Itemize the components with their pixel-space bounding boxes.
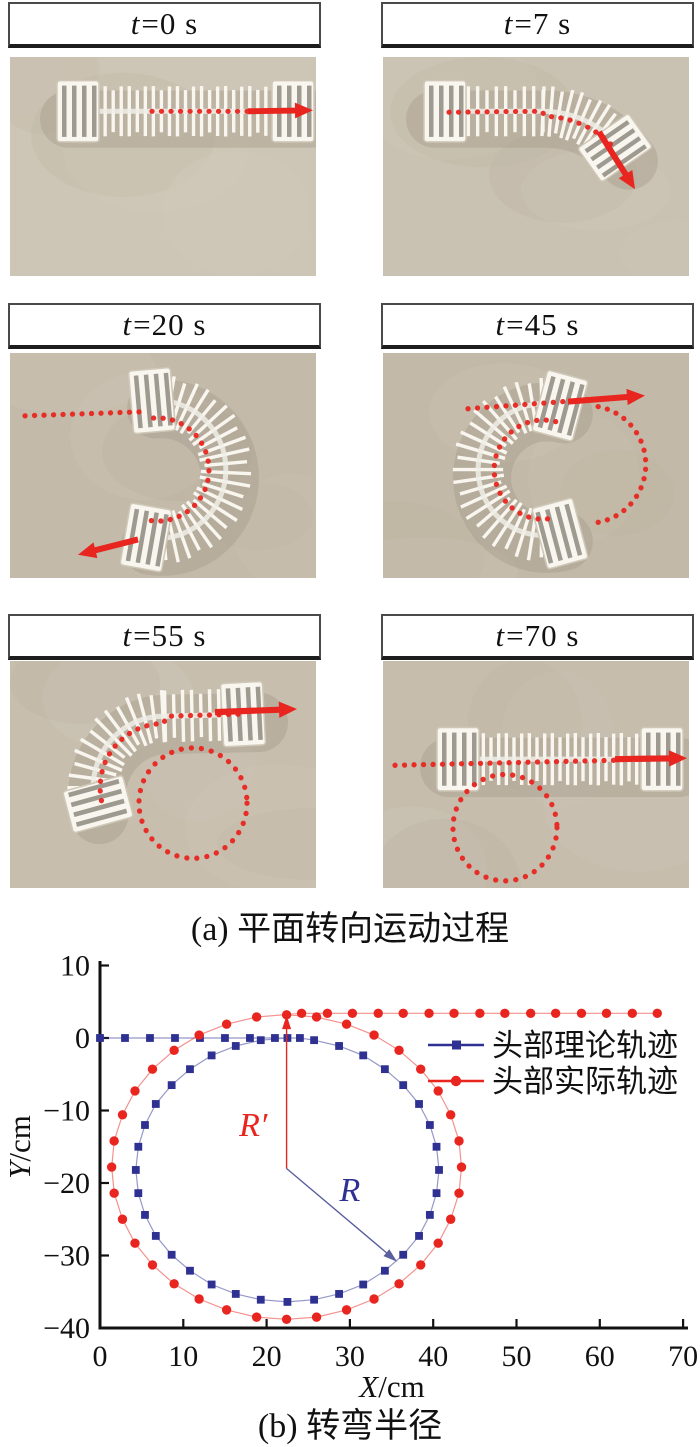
time-symbol: t bbox=[122, 618, 133, 653]
time-value: =55 s bbox=[133, 618, 207, 653]
photo-t45 bbox=[383, 353, 689, 578]
photo-t70 bbox=[383, 661, 689, 888]
svg-text:−20: −20 bbox=[43, 1167, 90, 1200]
svg-text:10: 10 bbox=[168, 1340, 198, 1373]
photo-t7 bbox=[383, 57, 689, 276]
time-value: =20 s bbox=[133, 307, 207, 342]
time-symbol: t bbox=[130, 6, 141, 41]
caption-subfigure-b: (b) 转弯半径 bbox=[257, 1408, 443, 1445]
svg-text:R: R bbox=[339, 1172, 361, 1209]
svg-text:头部实际轨迹: 头部实际轨迹 bbox=[492, 1064, 678, 1099]
svg-text:10: 10 bbox=[60, 950, 90, 983]
svg-text:30: 30 bbox=[335, 1340, 365, 1373]
panel-t70: t =70 s bbox=[381, 614, 694, 888]
panel-label-t0: t =0 s bbox=[8, 2, 321, 48]
caption-subfigure-a: (a) 平面转向运动过程 bbox=[190, 911, 510, 948]
svg-text:头部理论轨迹: 头部理论轨迹 bbox=[492, 1028, 678, 1063]
legend-entry-1: 头部实际轨迹 bbox=[428, 1064, 678, 1099]
svg-text:Y/cm: Y/cm bbox=[2, 1115, 37, 1179]
panel-t7: t =7 s bbox=[381, 2, 694, 276]
panel-label-t45: t =45 s bbox=[381, 303, 694, 349]
svg-text:70: 70 bbox=[668, 1340, 698, 1373]
svg-text:0: 0 bbox=[75, 1022, 90, 1055]
svg-text:X/cm: X/cm bbox=[357, 1369, 424, 1400]
svg-text:20: 20 bbox=[252, 1340, 282, 1373]
time-value: =70 s bbox=[506, 618, 580, 653]
svg-text:−10: −10 bbox=[43, 1095, 90, 1128]
panel-label-t70: t =70 s bbox=[381, 614, 694, 660]
panel-label-t55: t =55 s bbox=[8, 614, 321, 660]
chart-wrap: 0 10 20 30 40 50 60 70 10 0 −10 −20 −30 −40 X/cm Y/cm R′… bbox=[0, 945, 700, 1405]
panel-t55: t =55 s bbox=[8, 614, 321, 888]
time-symbol: t bbox=[122, 307, 133, 342]
panel-t20: t =20 s bbox=[8, 303, 321, 578]
photo-t55 bbox=[10, 661, 316, 888]
time-value: =0 s bbox=[141, 6, 199, 41]
panel-t45: t =45 s bbox=[381, 303, 694, 578]
legend-entry-0: 头部理论轨迹 bbox=[428, 1028, 678, 1063]
panel-t0: t =0 s bbox=[8, 2, 321, 276]
photo-t20 bbox=[10, 353, 316, 578]
panel-label-t20: t =20 s bbox=[8, 303, 321, 349]
time-symbol: t bbox=[503, 6, 514, 41]
panel-label-t7: t =7 s bbox=[381, 2, 694, 48]
turning-radius-chart: 0 10 20 30 40 50 60 70 10 0 −10 −20 −30 −40 X/cm Y/cm R′… bbox=[2, 950, 698, 1405]
svg-text:−30: −30 bbox=[43, 1240, 90, 1273]
svg-text:50: 50 bbox=[502, 1340, 532, 1373]
time-value: =7 s bbox=[514, 6, 572, 41]
svg-text:40: 40 bbox=[418, 1340, 448, 1373]
svg-text:−40: −40 bbox=[43, 1312, 90, 1345]
time-symbol: t bbox=[495, 307, 506, 342]
time-value: =45 s bbox=[506, 307, 580, 342]
photo-t0 bbox=[10, 57, 316, 276]
svg-text:0: 0 bbox=[93, 1340, 108, 1373]
svg-text:R′: R′ bbox=[238, 1107, 268, 1144]
time-symbol: t bbox=[495, 618, 506, 653]
svg-text:60: 60 bbox=[585, 1340, 615, 1373]
